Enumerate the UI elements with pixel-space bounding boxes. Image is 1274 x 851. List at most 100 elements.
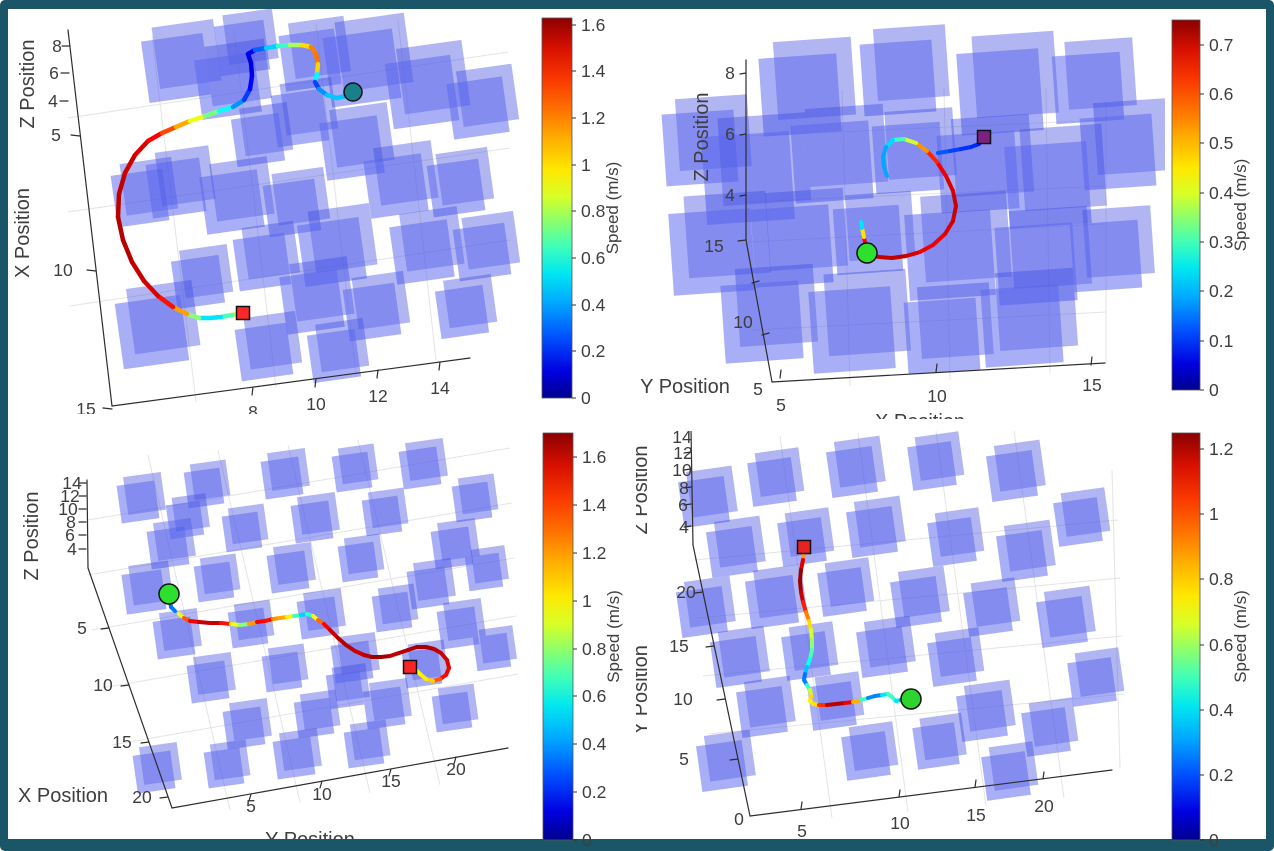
obstacle-cube [260,447,310,500]
colorbar-tick-label: 0.6 [582,686,606,706]
obstacle-cubes [116,437,517,794]
colorbar-tick-label: 0.1 [1209,331,1233,351]
axis-label: 5 [679,749,689,769]
colorbar-tick-label: 1 [581,155,591,175]
obstacle-cube [398,437,448,490]
obstacle-cube [710,625,770,688]
obstacle-cube [371,583,419,633]
obstacle-cube [186,651,236,704]
axis-label: 15 [669,636,688,656]
trajectory-path [859,137,985,260]
axis-label: Z Position [630,446,652,535]
colorbar-axis-label: Speed (m/s) [1231,159,1250,252]
obstacle-cube [808,268,911,374]
axis-label: 10 [53,260,73,280]
obstacle-cube [406,557,456,610]
axis-label: 20 [1034,796,1054,816]
colorbar-tick-label: 0.5 [1209,133,1233,153]
obstacle-cube [986,439,1046,502]
obstacle-cube [362,677,412,730]
axis-label: 20 [446,759,466,779]
colorbar-tick-label: 1.2 [582,543,606,563]
axis-label: 6 [678,495,688,515]
axis-label: Z Position [691,93,713,182]
colorbar-tick-label: 0.8 [1209,569,1233,589]
colorbar-tick-label: 0.4 [1209,183,1234,203]
axis-label: 5 [77,618,87,638]
obstacle-cubes [110,9,521,384]
colorbar-tick-label: 0.8 [581,201,605,221]
colorbar-tick-label: 1 [582,591,592,611]
obstacle-cube [261,643,309,693]
start-marker [900,688,922,710]
obstacle-cube [956,30,1059,136]
colorbar-bottom-left: 0 0.2 0.4 0.6 0.8 1 1.2 1.4 1.6 Speed (m/s) [542,432,623,850]
colorbar-tick-label: 1.4 [582,495,607,515]
obstacle-cube [325,663,370,710]
axis-label: 15 [381,771,400,791]
obstacle-cube [234,310,303,382]
axis-label: 15 [112,732,131,752]
obstacle-cube [980,267,1079,368]
obstacle-cube [856,615,916,678]
colorbar-axis-label: Speed (m/s) [603,162,622,255]
colorbar-tick-label: 0.4 [1209,700,1234,720]
colorbar-tick-label: 0.4 [582,734,607,754]
obstacle-cube [676,575,736,638]
obstacle-cube [337,533,385,583]
obstacle-cube [203,739,251,789]
axis-label: 14 [672,427,692,447]
obstacle-cube [956,679,1016,742]
axis-label: 8 [66,512,76,532]
obstacle-cube [145,145,216,219]
obstacle-cube [222,697,272,750]
axis-label: Z Position [17,40,39,129]
colorbar-tick-label: 0.7 [1209,35,1233,55]
obstacle-cubes [676,431,1125,801]
start-marker [343,82,363,102]
axis-label: X Position [875,411,965,433]
obstacle-cube [750,187,849,288]
axis-label: 4 [679,517,689,537]
axis-label: 10 [312,784,332,804]
axis-label: 14 [62,473,82,493]
axis-label: 4 [725,185,735,205]
colorbar-bottom-right: 0 0.2 0.4 0.6 0.8 1 1.2 Speed (m/s) [1171,432,1250,850]
axis-label: 8 [52,36,62,56]
colorbar-tick-label: 0.8 [582,639,606,659]
obstacle-cube [1036,585,1096,648]
colorbar-axis-label: Speed (m/s) [604,590,623,683]
obstacle-cube [777,507,835,567]
goal-marker [235,305,251,321]
axis-label: 12 [60,486,79,506]
axis-label: 0 [734,809,744,829]
obstacle-cube [194,38,273,120]
axis-label: 20 [676,582,696,602]
panel-top-left: Z Position X Position 8 6 4 5 10 15 8 10 12 14 [12,9,521,414]
obstacle-cube [890,565,950,628]
obstacle-cube [912,712,967,770]
obstacle-cube [293,689,341,739]
obstacle-cube [451,473,499,523]
obstacle-cube [426,146,495,218]
obstacle-cube [361,487,409,537]
obstacle-cube [114,279,201,370]
axis-label: 4 [67,539,77,559]
obstacle-cube [232,220,301,292]
colorbar-tick-label: 0.4 [581,295,606,315]
obstacle-cube [262,166,331,238]
obstacle-cube [1021,697,1079,757]
obstacle-cube [701,112,812,225]
colorbar-tick-label: 1.2 [581,108,605,128]
obstacle-cube [193,553,241,603]
colorbar-tick-label: 0.2 [1209,765,1233,785]
obstacle-cubes [661,24,1165,375]
obstacle-cube [132,741,182,794]
trajectory-path [115,42,355,321]
axis-tick-labels: Z Position Y Position 8 6 4 15 10 55 10 15 X Posit… [640,63,1102,433]
obstacle-cube [183,459,231,509]
